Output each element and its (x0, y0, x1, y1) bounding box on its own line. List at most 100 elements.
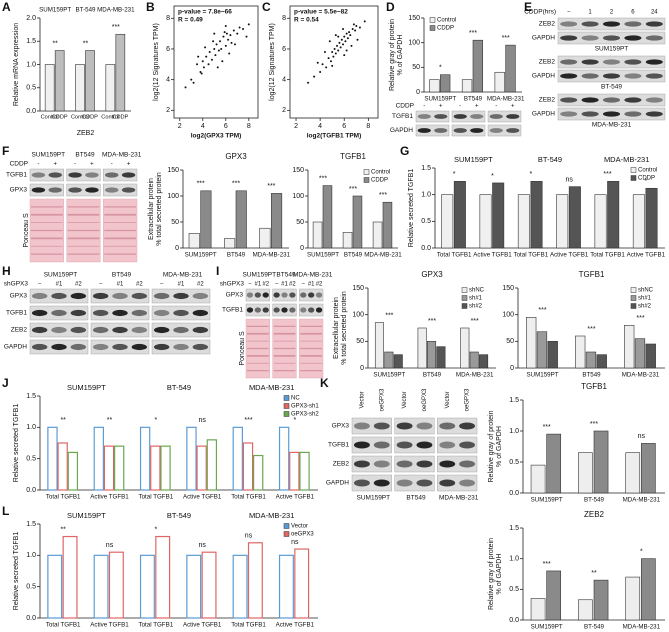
cell-line-label: SUM159PT (357, 495, 391, 502)
y-tick-label: 50 (171, 219, 179, 226)
point (245, 35, 248, 38)
point (205, 55, 208, 58)
bar (139, 426, 151, 491)
y-tick-label: 1.5 (26, 38, 36, 45)
point (321, 63, 324, 66)
bar (188, 233, 200, 249)
bar (252, 454, 264, 491)
lane-label: + (127, 162, 131, 168)
point (215, 43, 218, 46)
bar (505, 44, 516, 93)
row-label: ZEB2 (11, 327, 28, 334)
blot-band (112, 292, 128, 300)
y-axis-label: log2(12 Signatures TPM) (153, 23, 160, 101)
stain-label: Ponceau S (239, 331, 246, 366)
lane-label: #2 (262, 282, 269, 288)
significance: *** (349, 186, 357, 193)
bar (186, 426, 197, 491)
blot-strip (351, 417, 392, 435)
lane-label: − (567, 10, 571, 16)
x-tick-label: 4 (201, 123, 205, 130)
row-label: GAPDH (532, 35, 555, 42)
point (348, 31, 351, 34)
blot-band (281, 307, 288, 313)
point (230, 41, 233, 44)
bar (44, 64, 55, 112)
bar (103, 445, 115, 491)
bar (232, 426, 243, 491)
group-title: BT-549 (167, 383, 191, 392)
point (217, 49, 220, 52)
row-label: TGFB1 (392, 113, 413, 120)
row-label: TGFB1 (222, 307, 243, 314)
point (329, 60, 332, 63)
cell-line-label: MDA-MB-231 (293, 272, 333, 279)
panel-letter: L (2, 504, 9, 518)
blot-band (112, 326, 128, 334)
blot-band (439, 460, 456, 468)
y-tick-label: 0 (416, 89, 420, 96)
blot-band (192, 326, 209, 334)
blot-band (51, 292, 67, 300)
lane-label: 24 (651, 10, 658, 16)
significance: *** (244, 417, 252, 424)
blot-band (560, 35, 578, 41)
blot-band (416, 422, 433, 430)
y-tick-label: 0.0 (26, 615, 36, 622)
legend-swatch (630, 175, 637, 181)
point (233, 43, 236, 46)
point (337, 35, 340, 38)
category-label: Active TGFB1 (183, 494, 222, 501)
category-label: BT549 (227, 252, 246, 259)
blot-band (353, 479, 370, 487)
lane-label: #2 (316, 282, 323, 288)
y-tick-label: 50 (412, 64, 420, 71)
point (220, 47, 223, 50)
significance: *** (469, 30, 477, 37)
row-label: ZEB2 (539, 21, 556, 28)
bar (372, 221, 383, 249)
blot-band (153, 343, 170, 351)
blot-band (560, 73, 578, 79)
y-tick-label: 4 (166, 76, 170, 83)
point (328, 40, 331, 43)
point (224, 44, 227, 47)
point (213, 47, 216, 50)
blot-band (173, 292, 189, 300)
lane-label: #2 (136, 282, 143, 288)
lane-label: #1 (281, 282, 288, 288)
legend-label: shNC (638, 288, 654, 294)
blot-band (489, 128, 503, 133)
row-label: GPX3 (10, 187, 28, 194)
significance: * (640, 549, 643, 556)
blot-band (645, 35, 663, 41)
bar (47, 426, 58, 491)
blot-band (560, 111, 578, 117)
panel-letter: J (2, 376, 9, 390)
point (356, 38, 359, 41)
blot-band (560, 21, 578, 27)
legend-label: sh#2 (638, 304, 652, 310)
point (190, 78, 193, 81)
y-tick-label: 8 (282, 15, 286, 22)
lane-label: Vector (402, 391, 408, 408)
blot-band (131, 343, 148, 351)
y-tick-label: 6 (166, 46, 170, 53)
bar (530, 598, 546, 621)
panel-letter: I (216, 264, 219, 278)
point (358, 26, 361, 29)
significance: ** (52, 40, 58, 47)
category-label: MDA-MB-231 (622, 372, 660, 379)
category-label: Total TGFB1 (46, 622, 81, 629)
blot-band (396, 479, 413, 487)
lane-label: + (90, 162, 94, 168)
row-label: GPX3 (10, 293, 28, 300)
point (207, 63, 210, 66)
point (323, 51, 326, 54)
row-label: GAPDH (390, 127, 413, 134)
cell-line-label: BT549 (75, 152, 95, 159)
category-label: Total TGFB1 (590, 252, 625, 259)
blot-band (281, 292, 288, 298)
legend-swatch (630, 303, 637, 309)
blot-band (602, 97, 621, 103)
